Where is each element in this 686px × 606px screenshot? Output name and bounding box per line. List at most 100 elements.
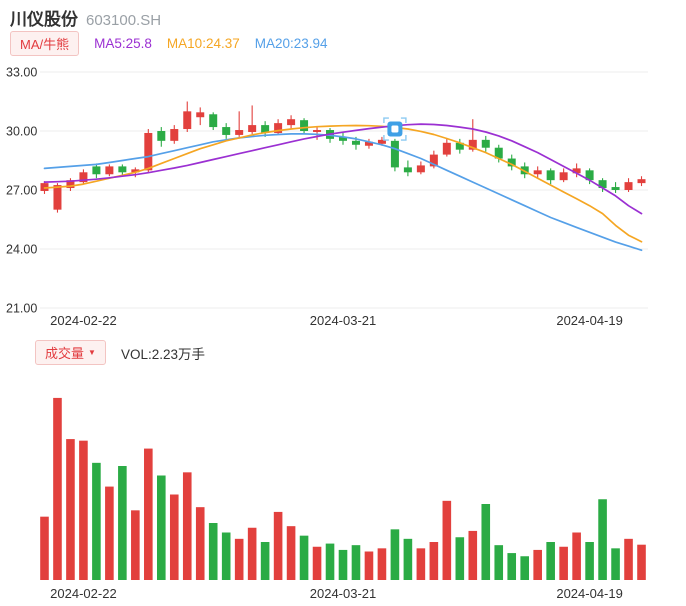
candle-body[interactable]	[546, 170, 555, 181]
candle-body[interactable]	[131, 169, 140, 173]
candle-body[interactable]	[390, 140, 399, 168]
volume-bar[interactable]	[377, 548, 387, 580]
candle-body[interactable]	[559, 172, 568, 181]
candle-body[interactable]	[494, 147, 503, 159]
volume-bar[interactable]	[494, 545, 504, 580]
candle-body[interactable]	[222, 127, 231, 135]
candle-body[interactable]	[209, 114, 218, 128]
volume-bar[interactable]	[351, 545, 361, 580]
candle-body[interactable]	[196, 112, 205, 118]
volume-bar[interactable]	[144, 448, 153, 580]
candle-body[interactable]	[287, 119, 296, 126]
candle-body[interactable]	[170, 129, 179, 141]
candle-body[interactable]	[455, 142, 464, 150]
candle-body[interactable]	[157, 131, 166, 141]
volume-bar[interactable]	[468, 530, 478, 580]
volume-bar[interactable]	[40, 516, 49, 580]
volume-bar[interactable]	[416, 548, 426, 580]
volume-bar[interactable]	[131, 510, 140, 580]
candle-body[interactable]	[533, 170, 542, 175]
candle-body[interactable]	[248, 125, 257, 132]
candle-body[interactable]	[300, 120, 309, 131]
volume-bar[interactable]	[92, 462, 101, 580]
candle-body[interactable]	[105, 166, 114, 175]
price-chart[interactable]: 33.00 30.00 27.00 24.00 21.00 2024-02-22 2024-…	[0, 58, 686, 334]
volume-bar[interactable]	[637, 544, 646, 580]
volume-bar[interactable]	[364, 551, 374, 581]
candle-body[interactable]	[351, 140, 360, 145]
candle-body[interactable]	[53, 185, 62, 210]
candle-body[interactable]	[403, 167, 412, 173]
candle-body[interactable]	[624, 182, 633, 190]
candle-body[interactable]	[144, 132, 153, 171]
candle-body[interactable]	[468, 139, 477, 150]
volume-bar[interactable]	[53, 397, 62, 580]
candle-body[interactable]	[572, 168, 581, 174]
candle-body[interactable]	[261, 125, 270, 133]
candle-body[interactable]	[313, 130, 322, 132]
candle-body[interactable]	[274, 123, 283, 133]
volume-bar[interactable]	[611, 548, 620, 580]
volume-bar[interactable]	[559, 546, 568, 580]
volume-bar[interactable]	[118, 466, 127, 580]
volume-bar[interactable]	[455, 537, 465, 580]
candle-body[interactable]	[429, 154, 438, 167]
volume-bar[interactable]	[481, 504, 491, 580]
candle-body[interactable]	[92, 166, 101, 175]
volume-bar[interactable]	[520, 556, 530, 580]
volume-bar[interactable]	[260, 542, 270, 580]
volume-indicator-selector[interactable]: 成交量 ▼	[35, 340, 106, 365]
volume-bar[interactable]	[221, 532, 231, 581]
candle-body[interactable]	[183, 111, 192, 130]
volume-bar[interactable]	[533, 549, 542, 580]
candle-body[interactable]	[40, 183, 49, 191]
volume-bar[interactable]	[390, 529, 400, 580]
volume-bar[interactable]	[182, 472, 192, 580]
candle-body[interactable]	[339, 136, 347, 141]
volume-bar[interactable]	[572, 532, 581, 581]
volume-bar[interactable]	[208, 523, 218, 580]
volume-bar[interactable]	[273, 511, 283, 580]
volume-bar[interactable]	[429, 542, 439, 580]
volume-series[interactable]	[40, 397, 646, 581]
volume-bar[interactable]	[169, 494, 179, 581]
chart-event-marker[interactable]	[383, 117, 407, 141]
candle-body[interactable]	[481, 139, 490, 148]
candle-body[interactable]	[637, 179, 646, 184]
candle-body[interactable]	[598, 180, 607, 189]
volume-bar[interactable]	[286, 526, 296, 580]
volume-bar[interactable]	[66, 439, 75, 580]
volume-bar[interactable]	[325, 543, 335, 580]
candle-body[interactable]	[507, 158, 516, 167]
volume-bar[interactable]	[299, 535, 309, 580]
candle-body[interactable]	[66, 180, 75, 189]
candle-body[interactable]	[235, 130, 244, 135]
volume-chart[interactable]: 2024-02-22 2024-03-21 2024-04-19	[0, 366, 686, 606]
candle-body[interactable]	[364, 141, 373, 146]
volume-bar[interactable]	[79, 440, 88, 580]
candle-body[interactable]	[442, 142, 451, 155]
volume-bar[interactable]	[403, 538, 413, 580]
candle-body[interactable]	[585, 170, 594, 181]
candle-body[interactable]	[377, 139, 386, 144]
volume-bar[interactable]	[598, 499, 607, 580]
volume-bar[interactable]	[247, 527, 257, 580]
candle-body[interactable]	[611, 187, 620, 190]
volume-bar[interactable]	[195, 507, 205, 580]
volume-bar[interactable]	[338, 549, 348, 580]
volume-bar[interactable]	[585, 542, 594, 580]
candle-body[interactable]	[79, 172, 88, 183]
volume-bar[interactable]	[105, 486, 114, 580]
ma-indicator-selector[interactable]: MA/牛熊	[10, 31, 80, 56]
candle-body[interactable]	[118, 166, 127, 173]
candlestick-series[interactable]	[40, 101, 646, 213]
volume-bar[interactable]	[624, 538, 633, 580]
candle-body[interactable]	[416, 165, 425, 173]
candle-body[interactable]	[520, 166, 529, 175]
volume-bar[interactable]	[312, 546, 322, 580]
volume-bar[interactable]	[546, 542, 555, 580]
volume-bar[interactable]	[507, 553, 517, 580]
volume-bar[interactable]	[442, 500, 452, 580]
volume-bar[interactable]	[156, 475, 166, 581]
volume-bar[interactable]	[234, 538, 244, 580]
